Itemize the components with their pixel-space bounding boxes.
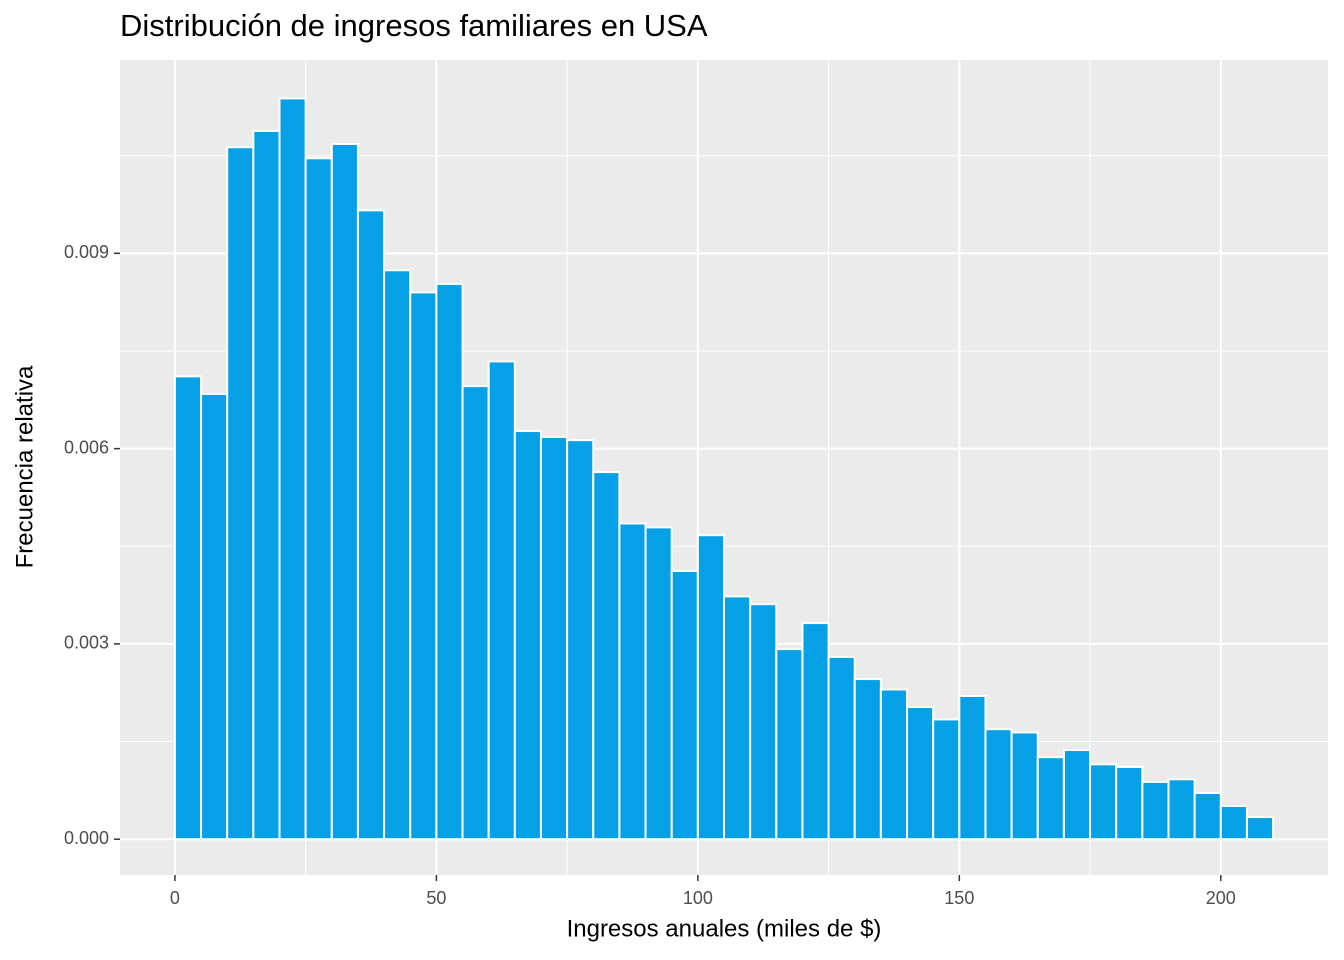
bar (1089, 763, 1118, 841)
bar (749, 603, 778, 841)
bar (513, 430, 542, 841)
bar (566, 439, 595, 841)
bar (879, 688, 909, 841)
bar (958, 694, 987, 841)
bar (173, 375, 203, 841)
bar (226, 146, 255, 841)
bar (200, 392, 229, 841)
bar (932, 718, 961, 841)
bar (1245, 816, 1275, 841)
bar (487, 360, 516, 841)
bar (1219, 804, 1248, 841)
x-tick-label: 200 (1206, 888, 1236, 908)
bar (330, 142, 359, 841)
x-axis-title: Ingresos anuales (miles de $) (567, 915, 882, 942)
y-axis-title: Frecuencia relativa (11, 365, 38, 568)
bar (906, 706, 935, 841)
bar (1010, 731, 1039, 841)
bar (1036, 756, 1065, 841)
bar (984, 728, 1013, 841)
bar (1062, 749, 1092, 841)
bar (1141, 780, 1170, 841)
axes: 0.000 0.003 0.006 0.009 0 50 100 150 200 (64, 242, 1236, 908)
x-tick-label: 150 (944, 888, 974, 908)
bar (304, 157, 333, 841)
bar (723, 595, 752, 841)
y-tick-label: 0.000 (64, 828, 109, 848)
bar (539, 435, 569, 841)
bar (670, 570, 699, 841)
bar (435, 282, 464, 841)
bar (775, 648, 804, 841)
y-tick-label: 0.006 (64, 437, 109, 457)
x-tick-label: 0 (170, 888, 180, 908)
bar (461, 385, 490, 841)
chart-title: Distribución de ingresos familiares en U… (120, 8, 708, 43)
bar (1115, 765, 1144, 841)
y-tick-label: 0.009 (64, 242, 109, 262)
bar (853, 678, 882, 841)
x-tick-label: 50 (426, 888, 446, 908)
bar (827, 655, 856, 841)
bar (592, 471, 621, 841)
x-tick-label: 100 (683, 888, 713, 908)
bar (801, 622, 830, 841)
bar (1167, 778, 1196, 841)
bar (644, 526, 673, 841)
y-tick-label: 0.003 (64, 633, 109, 653)
bar (252, 129, 281, 841)
bar (696, 534, 726, 841)
bar (618, 522, 647, 841)
bar (409, 291, 438, 841)
bar (356, 209, 386, 841)
bars (173, 97, 1275, 841)
bar (1193, 791, 1222, 841)
bar (278, 97, 307, 841)
bar (383, 269, 412, 841)
